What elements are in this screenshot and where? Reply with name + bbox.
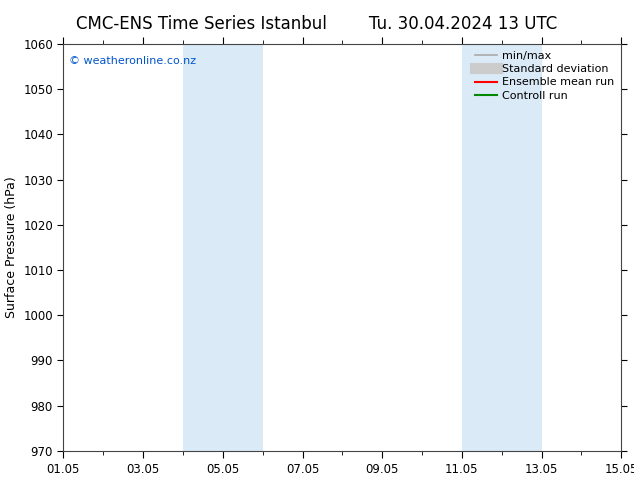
- Text: CMC-ENS Time Series Istanbul        Tu. 30.04.2024 13 UTC: CMC-ENS Time Series Istanbul Tu. 30.04.2…: [76, 15, 558, 33]
- Legend: min/max, Standard deviation, Ensemble mean run, Controll run: min/max, Standard deviation, Ensemble me…: [470, 47, 619, 105]
- Bar: [183, 44, 262, 451]
- Text: © weatheronline.co.nz: © weatheronline.co.nz: [69, 56, 196, 66]
- Y-axis label: Surface Pressure (hPa): Surface Pressure (hPa): [4, 176, 18, 318]
- Bar: [462, 44, 541, 451]
